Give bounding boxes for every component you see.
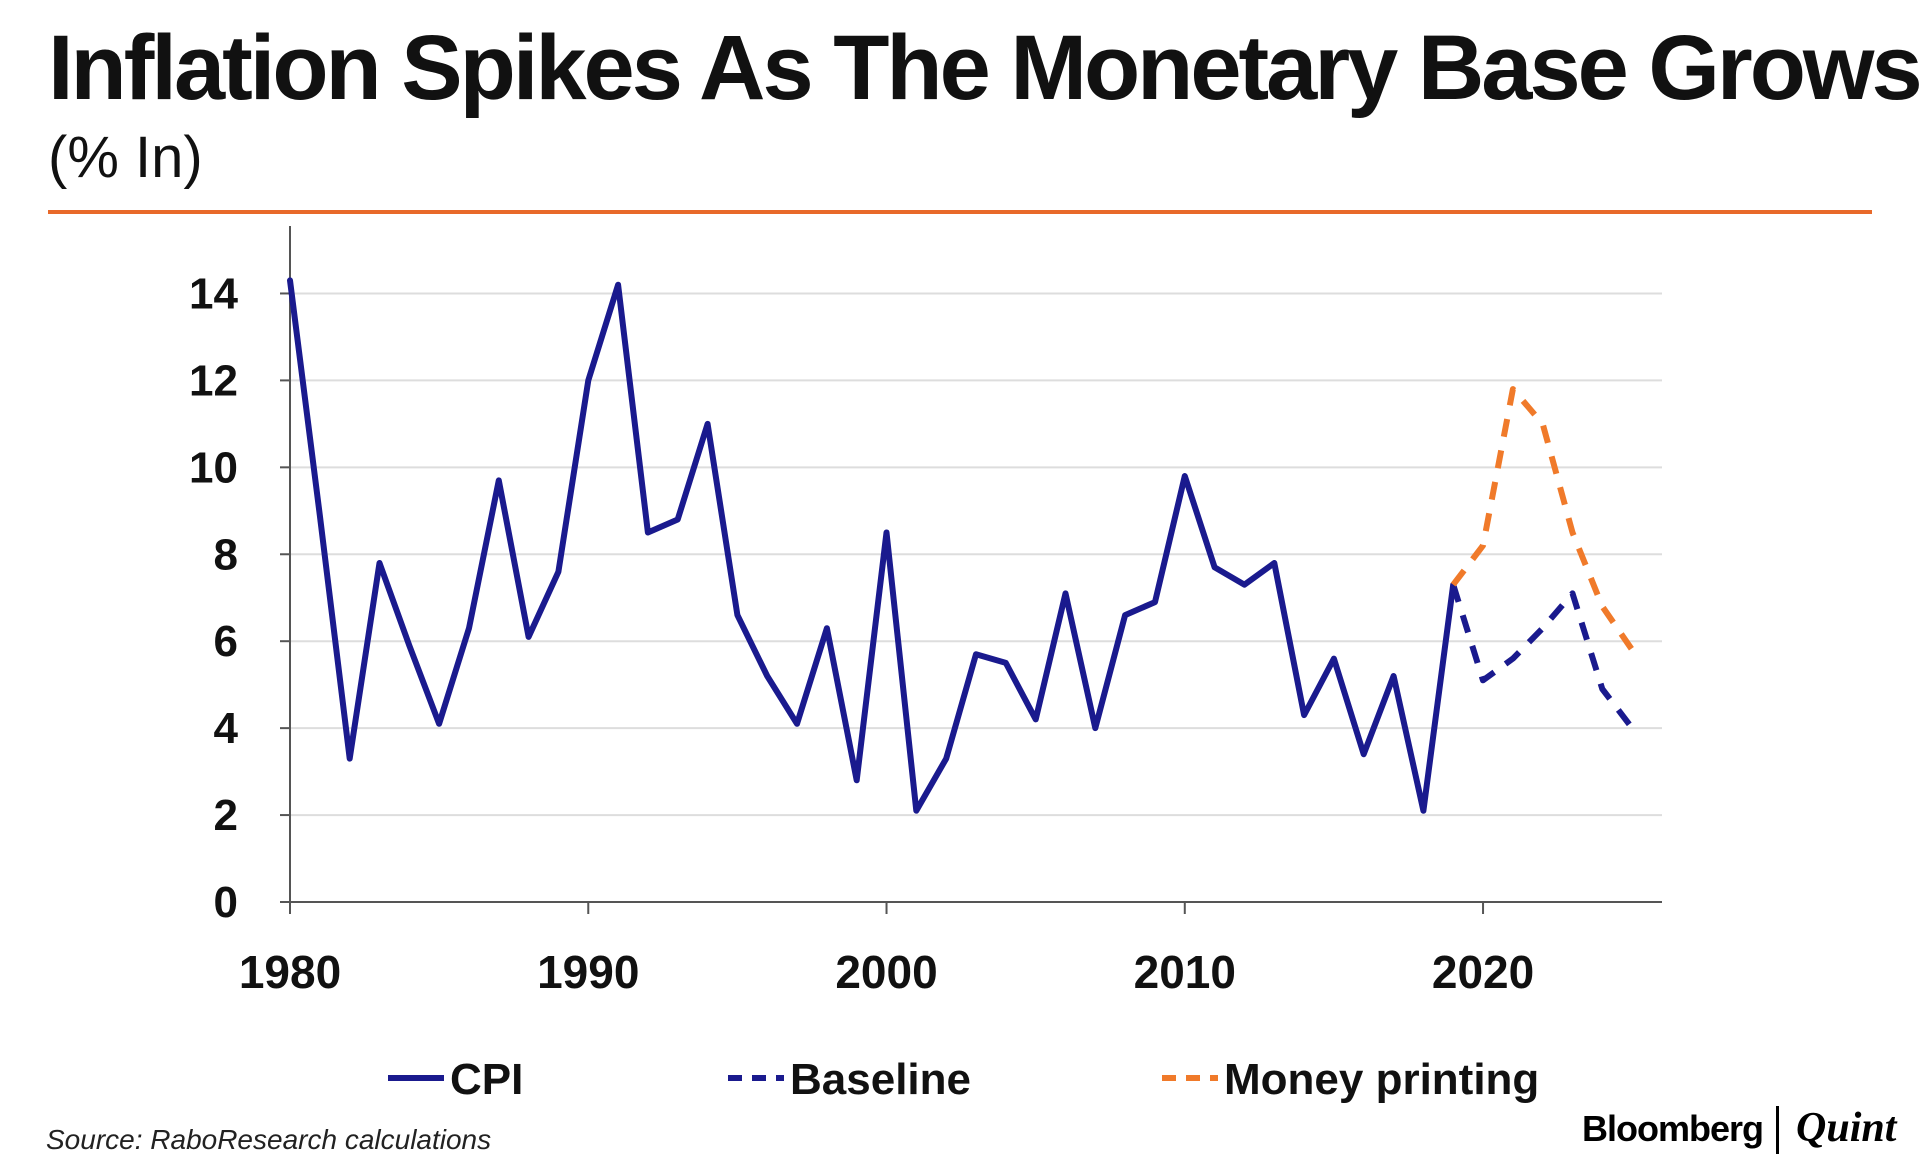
source-note: Source: RaboResearch calculations [46, 1124, 492, 1155]
title-divider [48, 210, 1872, 214]
x-tick-label: 2010 [1134, 946, 1236, 998]
chart-title: Inflation Spikes As The Monetary Base Gr… [48, 17, 1920, 119]
series-line-money-printing [1450, 386, 1635, 652]
series-line-cpi [287, 277, 1457, 814]
y-tick-label: 8 [214, 530, 238, 579]
legend-label: Money printing [1224, 1055, 1539, 1104]
y-tick-label: 14 [189, 269, 238, 318]
legend-label: CPI [450, 1055, 523, 1104]
x-tick-label: 2000 [835, 946, 937, 998]
chart-subtitle: (% In) [48, 125, 203, 190]
logo-separator [1776, 1106, 1779, 1154]
y-tick-label: 6 [214, 617, 238, 666]
x-tick-label: 2020 [1432, 946, 1534, 998]
legend-label: Baseline [790, 1055, 971, 1104]
y-tick-label: 4 [214, 704, 239, 753]
quint-logo: Quint [1796, 1105, 1897, 1151]
y-tick-label: 2 [214, 791, 238, 840]
y-tick-label: 12 [189, 356, 238, 405]
y-tick-label: 10 [189, 443, 238, 492]
series-line-baseline [1450, 583, 1635, 730]
x-tick-label: 1990 [537, 946, 639, 998]
bloomberg-logo: Bloomberg [1582, 1108, 1764, 1149]
y-tick-label: 0 [214, 878, 238, 927]
x-tick-label: 1980 [239, 946, 341, 998]
